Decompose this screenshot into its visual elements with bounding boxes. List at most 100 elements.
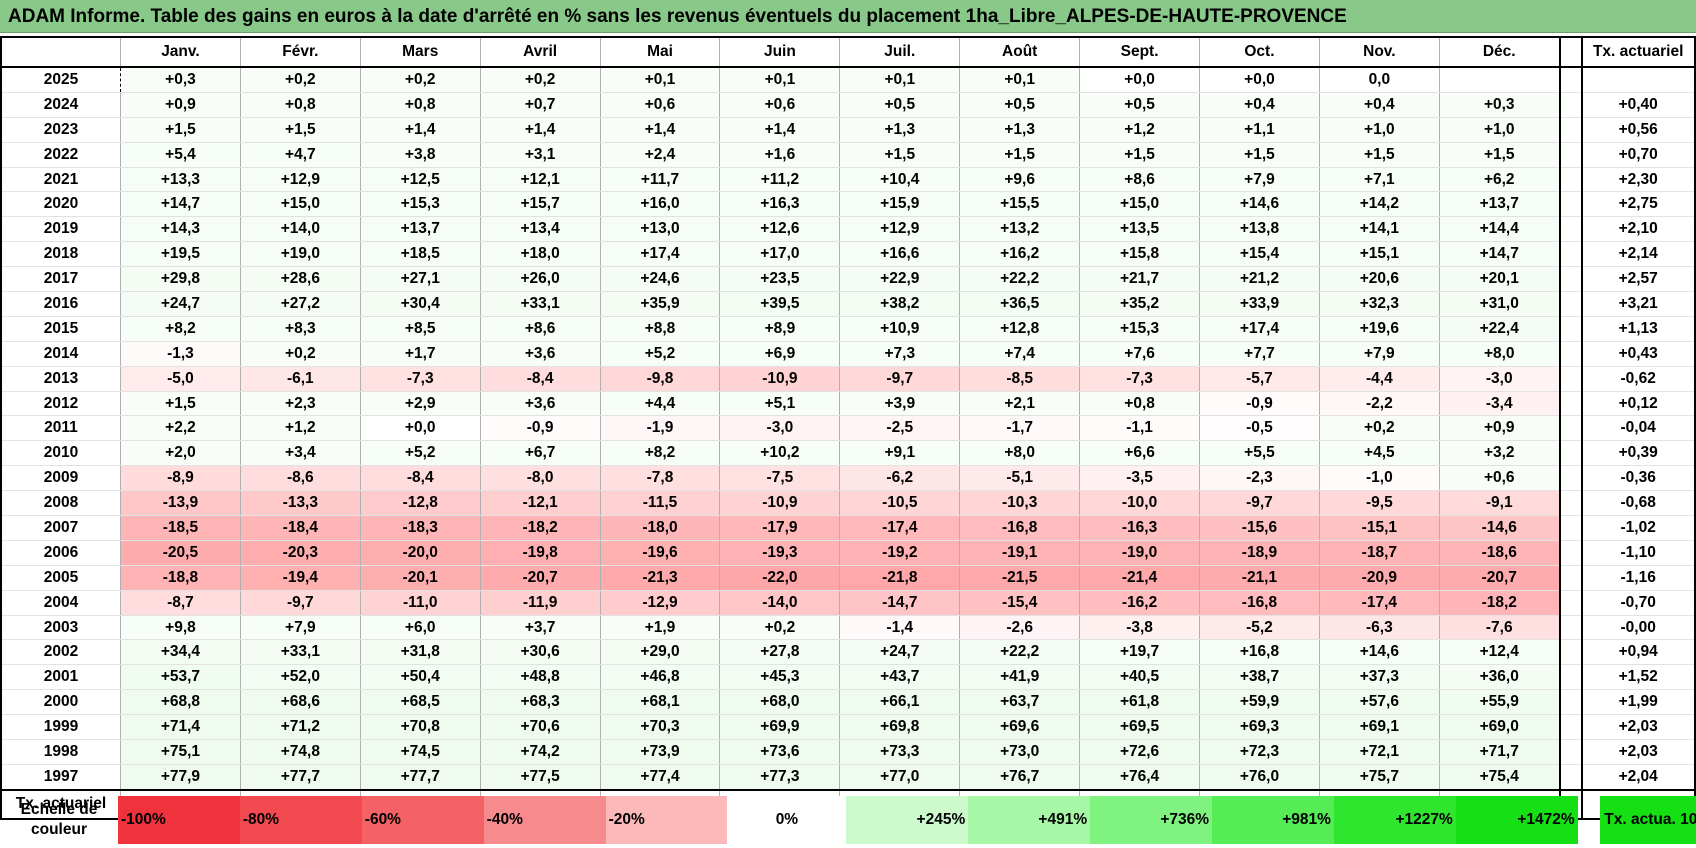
value-cell[interactable]: -7,6 [1438,615,1560,641]
value-cell[interactable]: +15,3 [1079,316,1200,342]
value-cell[interactable]: +9,1 [839,440,960,467]
value-cell[interactable]: +32,3 [1318,291,1440,317]
value-cell[interactable]: -21,8 [839,565,960,591]
value-cell[interactable]: +19,7 [1079,639,1200,666]
value-cell[interactable]: +16,8 [1199,639,1320,666]
value-cell[interactable]: +76,0 [1199,764,1320,791]
value-cell[interactable]: -20,7 [479,565,601,591]
value-cell[interactable]: +68,0 [719,689,840,716]
value-cell[interactable]: +1,2 [1079,117,1200,143]
value-cell[interactable]: +1,5 [1438,142,1560,168]
value-cell[interactable]: +1,9 [599,615,720,641]
value-cell[interactable]: -3,5 [1079,465,1200,492]
value-cell[interactable]: +13,5 [1079,216,1200,243]
value-cell[interactable]: +7,9 [1318,341,1440,367]
value-cell[interactable]: +74,2 [479,739,601,765]
value-cell[interactable]: +7,6 [1079,341,1200,367]
value-cell[interactable]: -10,5 [839,490,960,517]
value-cell[interactable]: -1,7 [959,415,1080,442]
tx-cell[interactable]: -1,10 [1581,540,1695,566]
value-cell[interactable]: +41,9 [959,664,1080,691]
value-cell[interactable]: +4,4 [599,391,720,417]
value-cell[interactable]: -1,9 [599,415,720,442]
value-cell[interactable]: +73,9 [599,739,720,765]
value-cell[interactable]: +0,6 [599,92,720,118]
value-cell[interactable]: +29,0 [599,639,720,666]
value-cell[interactable]: -1,0 [1318,465,1440,492]
value-cell[interactable]: +0,5 [1079,92,1200,118]
value-cell[interactable]: -10,9 [719,366,840,392]
value-cell[interactable]: -18,3 [359,515,481,541]
value-cell[interactable]: +1,4 [479,117,601,143]
value-cell[interactable]: +1,4 [719,117,840,143]
value-cell[interactable]: +0,1 [599,67,720,93]
value-cell[interactable]: +0,2 [239,67,361,93]
value-cell[interactable]: +0,2 [479,67,601,93]
value-cell[interactable]: +18,0 [479,241,601,268]
value-cell[interactable]: -0,9 [479,415,601,442]
value-cell[interactable]: -1,1 [1079,415,1200,442]
value-cell[interactable]: +1,3 [959,117,1080,143]
value-cell[interactable]: +4,5 [1318,440,1440,467]
value-cell[interactable]: -9,1 [1438,490,1560,517]
value-cell[interactable]: +12,5 [359,167,481,193]
value-cell[interactable]: +14,6 [1318,639,1440,666]
value-cell[interactable]: +16,0 [599,191,720,218]
value-cell[interactable]: -16,8 [959,515,1080,541]
value-cell[interactable]: +9,6 [959,167,1080,193]
value-cell[interactable]: +3,7 [479,615,601,641]
value-cell[interactable]: -11,0 [359,590,481,616]
value-cell[interactable]: -19,0 [1079,540,1200,566]
tx-cell[interactable]: +2,03 [1581,714,1695,741]
value-cell[interactable]: +3,6 [479,391,601,417]
value-cell[interactable]: +0,6 [1438,465,1560,492]
value-cell[interactable]: +8,2 [120,316,241,342]
value-cell[interactable]: +14,1 [1318,216,1440,243]
value-cell[interactable]: -6,2 [839,465,960,492]
value-cell[interactable]: +12,8 [959,316,1080,342]
value-cell[interactable]: +43,7 [839,664,960,691]
value-cell[interactable]: -18,7 [1318,540,1440,566]
tx-cell[interactable]: -0,04 [1581,415,1695,442]
value-cell[interactable]: -8,4 [479,366,601,392]
value-cell[interactable]: +8,0 [959,440,1080,467]
value-cell[interactable]: -4,4 [1318,366,1440,392]
value-cell[interactable]: -16,2 [1079,590,1200,616]
value-cell[interactable]: -19,2 [839,540,960,566]
value-cell[interactable]: +14,6 [1199,191,1320,218]
value-cell[interactable]: +30,6 [479,639,601,666]
value-cell[interactable]: +68,5 [359,689,481,716]
value-cell[interactable]: +5,2 [359,440,481,467]
value-cell[interactable]: +1,6 [719,142,840,168]
value-cell[interactable]: -13,9 [120,490,241,517]
value-cell[interactable]: +22,2 [959,639,1080,666]
value-cell[interactable]: +27,2 [239,291,361,317]
tx-cell[interactable]: +0,56 [1581,117,1695,143]
value-cell[interactable]: +68,3 [479,689,601,716]
value-cell[interactable]: +3,8 [359,142,481,168]
value-cell[interactable]: -19,4 [239,565,361,591]
value-cell[interactable]: -18,0 [599,515,720,541]
value-cell[interactable]: +70,3 [599,714,720,741]
value-cell[interactable]: +11,2 [719,167,840,193]
tx-cell[interactable]: +1,13 [1581,316,1695,342]
value-cell[interactable]: +15,0 [239,191,361,218]
tx-cell[interactable]: +2,14 [1581,241,1695,268]
value-cell[interactable]: -19,3 [719,540,840,566]
value-cell[interactable]: +19,0 [239,241,361,268]
value-cell[interactable]: +0,3 [1438,92,1560,118]
value-cell[interactable]: +14,0 [239,216,361,243]
value-cell[interactable]: +22,4 [1438,316,1560,342]
value-cell[interactable]: +24,7 [839,639,960,666]
value-cell[interactable]: +10,2 [719,440,840,467]
value-cell[interactable]: -5,1 [959,465,1080,492]
tx-cell[interactable]: +0,70 [1581,142,1695,168]
value-cell[interactable]: +1,5 [120,391,241,417]
value-cell[interactable]: -10,3 [959,490,1080,517]
value-cell[interactable]: +12,1 [479,167,601,193]
tx-cell[interactable]: -1,16 [1581,565,1695,591]
value-cell[interactable]: +0,5 [959,92,1080,118]
tx-cell[interactable]: +0,12 [1581,391,1695,417]
value-cell[interactable]: -7,8 [599,465,720,492]
tx-cell[interactable]: -0,68 [1581,490,1695,517]
